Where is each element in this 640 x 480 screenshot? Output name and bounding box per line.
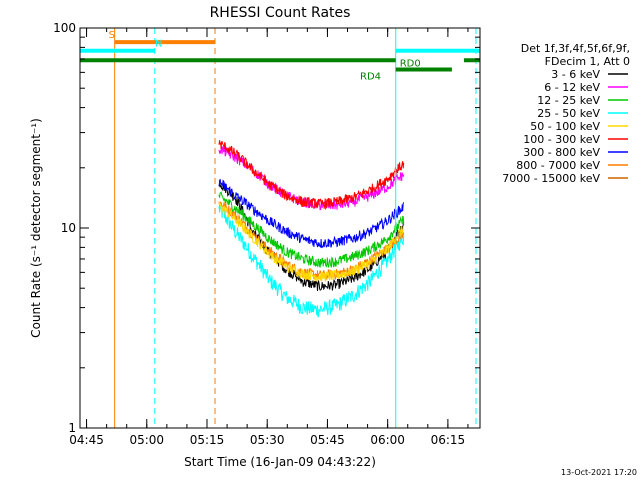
flag-label-n: N <box>155 39 162 50</box>
y-axis-label: Count Rate (s⁻¹ detector segment⁻¹) <box>29 118 43 338</box>
legend-label-800-7000-kev: 800 - 7000 keV <box>516 159 600 172</box>
legend-header-line: FDecim 1, Att 0 <box>545 55 630 68</box>
x-axis-label: Start Time (16-Jan-09 04:43:22) <box>184 455 376 469</box>
legend-label-3-6-kev: 3 - 6 keV <box>551 68 600 81</box>
x-tick-label: 04:45 <box>69 433 104 447</box>
plot-frame <box>79 27 481 429</box>
legend: Det 1f,3f,4f,5f,6f,9f,FDecim 1, Att 03 -… <box>502 42 630 185</box>
series-line-50-100-kev <box>218 201 404 282</box>
legend-label-25-50-kev: 25 - 50 keV <box>537 107 600 120</box>
legend-label-300-800-kev: 300 - 800 keV <box>523 146 600 159</box>
legend-header-line: Det 1f,3f,4f,5f,6f,9f, <box>521 42 630 55</box>
series-line-100-300-kev <box>218 140 405 211</box>
x-axis: 04:45 05:00 05:15 05:30 05:45 06:00 06:15 <box>69 28 469 447</box>
legend-label-7000-15000-kev: 7000 - 15000 keV <box>502 172 600 185</box>
x-tick-label: 06:00 <box>370 433 405 447</box>
flag-label-s: S <box>109 30 115 41</box>
flag-label-rd0: RD0 <box>400 59 421 70</box>
series-line-300-800-kev <box>218 179 405 249</box>
vlines-layer <box>79 28 477 428</box>
series-line-12-25-kev <box>218 191 405 268</box>
x-tick-label: 05:15 <box>190 433 225 447</box>
legend-label-6-12-kev: 6 - 12 keV <box>544 81 600 94</box>
y-tick-label: 1 <box>68 421 76 435</box>
series-layer <box>218 140 405 318</box>
x-tick-label: 06:15 <box>431 433 466 447</box>
flags-layer: S N RD0 RD4 <box>80 30 480 83</box>
chart-title: RHESSI Count Rates <box>210 5 351 21</box>
x-tick-label: 05:45 <box>310 433 345 447</box>
series-line-25-50-kev <box>218 203 405 318</box>
x-tick-label: 05:30 <box>250 433 285 447</box>
legend-label-50-100-kev: 50 - 100 keV <box>530 120 600 133</box>
legend-label-12-25-kev: 12 - 25 keV <box>537 94 600 107</box>
x-tick-label: 05:00 <box>129 433 164 447</box>
y-axis: 1 10 100 <box>53 21 480 435</box>
legend-label-100-300-kev: 100 - 300 keV <box>523 133 600 146</box>
y-tick-label: 100 <box>53 21 76 35</box>
flag-label-rd4: RD4 <box>360 72 381 83</box>
footer-date: 13-Oct-2021 17:20 <box>561 468 637 477</box>
y-tick-label: 10 <box>61 221 76 235</box>
